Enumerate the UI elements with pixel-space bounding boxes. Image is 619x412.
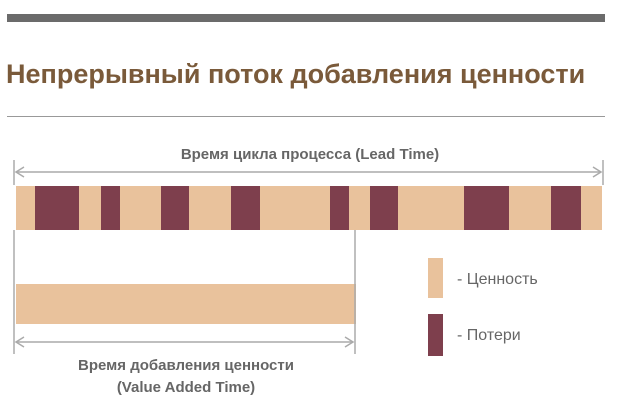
- value-added-bar: [16, 284, 356, 324]
- waste-block: [231, 186, 260, 230]
- lead-time-arrow: [13, 160, 604, 185]
- waste-block: [330, 186, 349, 230]
- legend: - Ценность - Потери: [428, 258, 538, 356]
- legend-value-swatch: [428, 258, 443, 298]
- title-divider: [7, 116, 605, 117]
- waste-block: [464, 186, 509, 230]
- waste-block: [161, 186, 189, 230]
- waste-block: [370, 186, 398, 230]
- legend-value-label: - Ценность: [457, 271, 538, 288]
- legend-waste-label: - Потери: [457, 327, 521, 344]
- lead-time-bar: [16, 186, 602, 230]
- lead-time-label: Время цикла процесса (Lead Time): [181, 146, 439, 163]
- value-added-arrow: [13, 230, 356, 354]
- value-added-label-line1: Время добавления ценности: [78, 357, 294, 374]
- legend-waste-swatch: [428, 314, 443, 356]
- waste-block: [551, 186, 581, 230]
- value-added-label-line2: (Value Added Time): [117, 379, 255, 396]
- lead-time-label-bg: [152, 142, 467, 166]
- slide-title: Непрерывный поток добавления ценности: [6, 59, 585, 89]
- waste-block: [101, 186, 120, 230]
- top-rule: [7, 14, 605, 22]
- waste-block: [35, 186, 79, 230]
